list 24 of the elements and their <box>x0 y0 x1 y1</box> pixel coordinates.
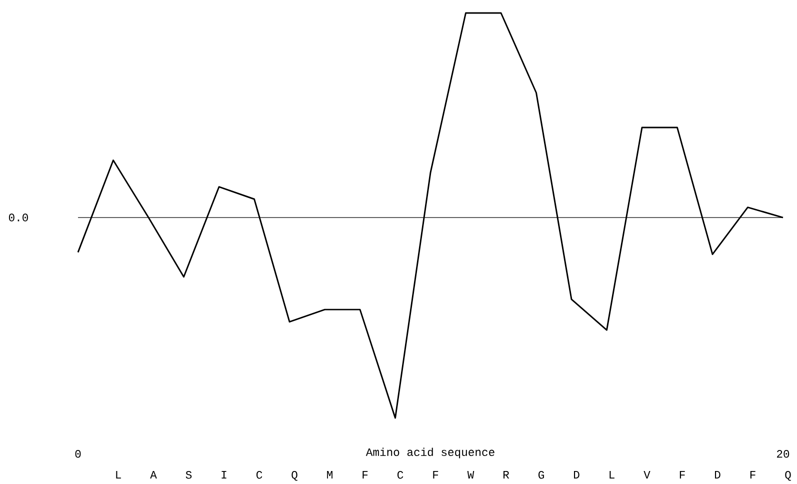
x-tick-label: R <box>504 471 510 478</box>
x-tick-label: M <box>327 471 332 478</box>
x2-tick-label: 20 <box>776 450 790 458</box>
x-tick-label: F <box>680 471 685 478</box>
x-tick-label: G <box>538 471 544 479</box>
x-tick-label: W <box>467 471 474 478</box>
x-tick-label: L <box>610 471 614 478</box>
x-tick-label: F <box>362 471 368 478</box>
x-tick-label: C <box>256 471 262 479</box>
x-tick-label: F <box>433 471 438 478</box>
x-tick-label: V <box>644 471 650 478</box>
x-tick-label: S <box>186 471 192 479</box>
x-tick-label: F <box>750 471 756 478</box>
x-tick-label: A <box>150 471 157 478</box>
ref-line-label: 0.0 <box>8 214 28 222</box>
x-tick-label: D <box>574 471 580 478</box>
x-tick-label: C <box>397 471 404 479</box>
x-tick-label: I <box>222 471 226 478</box>
x-tick-label: L <box>116 471 121 478</box>
x-tick-label: Q <box>292 471 298 481</box>
x-tick-label: D <box>714 471 720 478</box>
x-axis-title: Amino acid sequence <box>366 448 494 458</box>
x2-tick-label: 0 <box>75 450 81 458</box>
x-tick-label: Q <box>785 471 791 481</box>
